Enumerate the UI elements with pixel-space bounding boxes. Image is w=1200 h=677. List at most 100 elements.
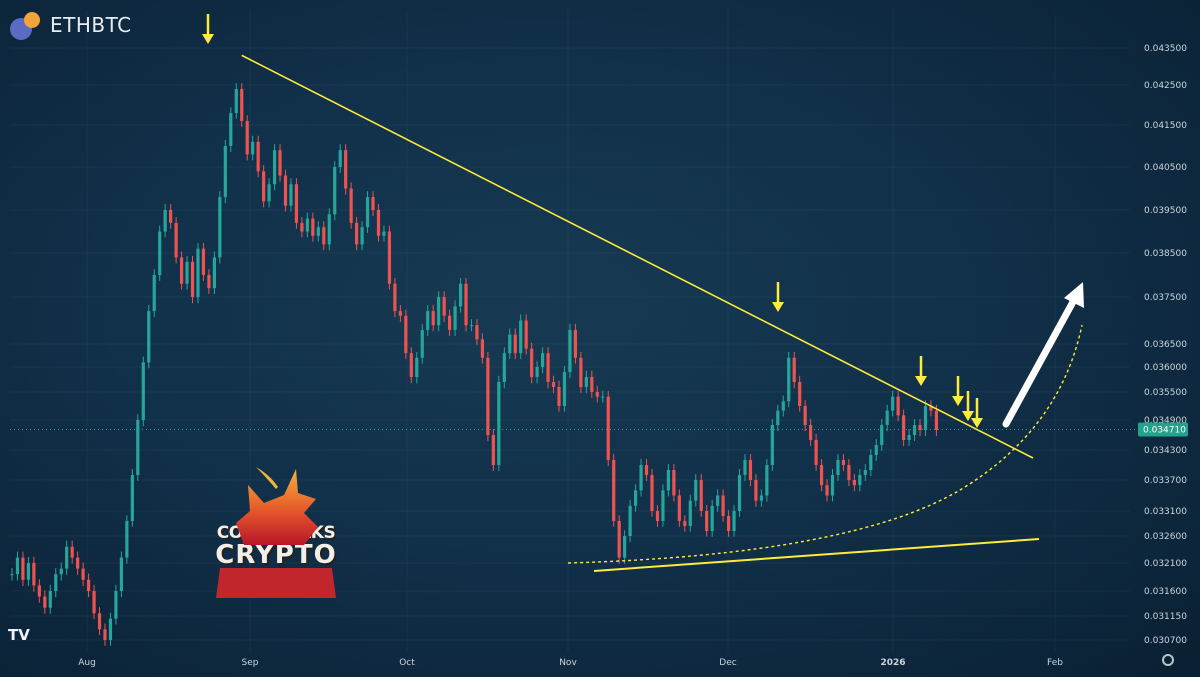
settings-gear-icon[interactable] xyxy=(1162,654,1174,666)
brand-line2: CRYPTO xyxy=(215,540,337,570)
x-tick-label: Sep xyxy=(242,658,259,668)
candle-body xyxy=(929,406,933,411)
candle-body xyxy=(710,505,714,531)
candle-body xyxy=(185,261,189,284)
candle-body xyxy=(666,470,670,491)
breakout-arrow-shaft xyxy=(1002,296,1078,428)
candle-body xyxy=(283,175,288,206)
candle-body xyxy=(349,188,353,223)
x-tick-label: Aug xyxy=(78,658,96,668)
x-tick-label: Oct xyxy=(399,658,415,668)
candle-body xyxy=(174,222,178,258)
candle-body xyxy=(688,500,692,526)
candle-body xyxy=(705,511,709,531)
candle-body xyxy=(333,167,337,215)
candle-body xyxy=(907,435,911,440)
candle-body xyxy=(442,297,446,316)
y-tick-label: 0.030700 xyxy=(1144,636,1187,646)
candle-body xyxy=(803,406,807,425)
candle-body xyxy=(344,150,348,189)
candle-body xyxy=(683,521,687,526)
candle-body xyxy=(590,377,594,392)
candle-body xyxy=(573,329,578,358)
candle-body xyxy=(841,460,846,465)
candle-body xyxy=(256,141,260,172)
candle-body xyxy=(830,475,835,496)
candle-body xyxy=(650,475,654,511)
candle-body xyxy=(458,283,463,307)
y-tick-label: 0.033100 xyxy=(1144,507,1187,517)
candle-body xyxy=(540,353,545,367)
candle-body xyxy=(562,372,567,406)
candle-body xyxy=(48,591,52,608)
y-tick-label: 0.032600 xyxy=(1144,532,1187,542)
candle-body xyxy=(776,410,780,425)
marker-arrow-icon xyxy=(952,396,964,406)
y-tick-label: 0.035500 xyxy=(1144,388,1187,398)
candle-body xyxy=(103,629,107,640)
marker-arrow-icon xyxy=(915,376,927,386)
candle-body xyxy=(311,218,315,236)
candle-body xyxy=(289,184,293,206)
support-trendline xyxy=(593,538,1040,572)
candle-body xyxy=(223,146,227,198)
candle-body xyxy=(798,382,802,406)
candle-body xyxy=(431,311,435,326)
symbol-label[interactable]: ETHBTC xyxy=(50,13,132,37)
candle-body xyxy=(114,591,118,619)
candle-body xyxy=(294,184,299,223)
candle-body xyxy=(464,283,468,326)
candles xyxy=(10,83,939,646)
candle-body xyxy=(726,516,731,531)
candle-body xyxy=(130,475,134,521)
y-tick-label: 0.036500 xyxy=(1144,340,1187,350)
candle-body xyxy=(644,465,649,475)
candle-body xyxy=(448,315,452,330)
candle-body xyxy=(179,257,184,284)
y-tick-label: 0.038500 xyxy=(1144,249,1187,259)
candle-body xyxy=(891,396,895,411)
last-price-tag-label: 0.034710 xyxy=(1143,426,1186,436)
tradingview-logo[interactable]: TV xyxy=(8,626,30,644)
candle-body xyxy=(371,197,375,210)
candle-body xyxy=(721,495,725,516)
candle-body xyxy=(54,574,58,591)
candle-body xyxy=(639,465,643,491)
candle-body xyxy=(754,480,758,501)
brand-logo: COLIN TALKS CRYPTO xyxy=(206,467,346,600)
y-tick-label: 0.031600 xyxy=(1144,587,1187,597)
candle-body xyxy=(316,227,320,236)
candle-body xyxy=(819,465,824,486)
candle-body xyxy=(502,353,506,382)
candle-body xyxy=(606,396,610,460)
candle-body xyxy=(508,334,512,354)
candle-body xyxy=(469,325,474,327)
candle-body xyxy=(880,425,884,445)
bull-icon xyxy=(236,467,318,545)
candle-body xyxy=(513,334,517,354)
candle-body xyxy=(551,382,556,387)
candle-body xyxy=(267,184,271,202)
candle-body xyxy=(672,470,676,496)
candle-body xyxy=(21,557,25,580)
candle-body xyxy=(245,121,249,155)
candle-body xyxy=(251,141,255,155)
y-tick-label: 0.037500 xyxy=(1144,293,1187,303)
candle-body xyxy=(136,420,140,475)
candle-body xyxy=(491,435,495,465)
marker-arrow-icon xyxy=(971,418,983,428)
candle-body xyxy=(360,227,364,245)
x-tick-label: Nov xyxy=(559,658,577,668)
candle-body xyxy=(923,406,928,430)
candle-body xyxy=(355,222,359,245)
candle-body xyxy=(814,440,818,465)
candle-body xyxy=(628,505,632,536)
candle-body xyxy=(486,357,490,435)
x-tick-label: Dec xyxy=(719,658,736,668)
candle-body xyxy=(595,392,599,397)
candle-body xyxy=(858,475,862,486)
y-tick-label: 0.032100 xyxy=(1144,559,1187,569)
breakout-arrow-icon xyxy=(1064,282,1084,308)
candle-body xyxy=(70,546,74,558)
